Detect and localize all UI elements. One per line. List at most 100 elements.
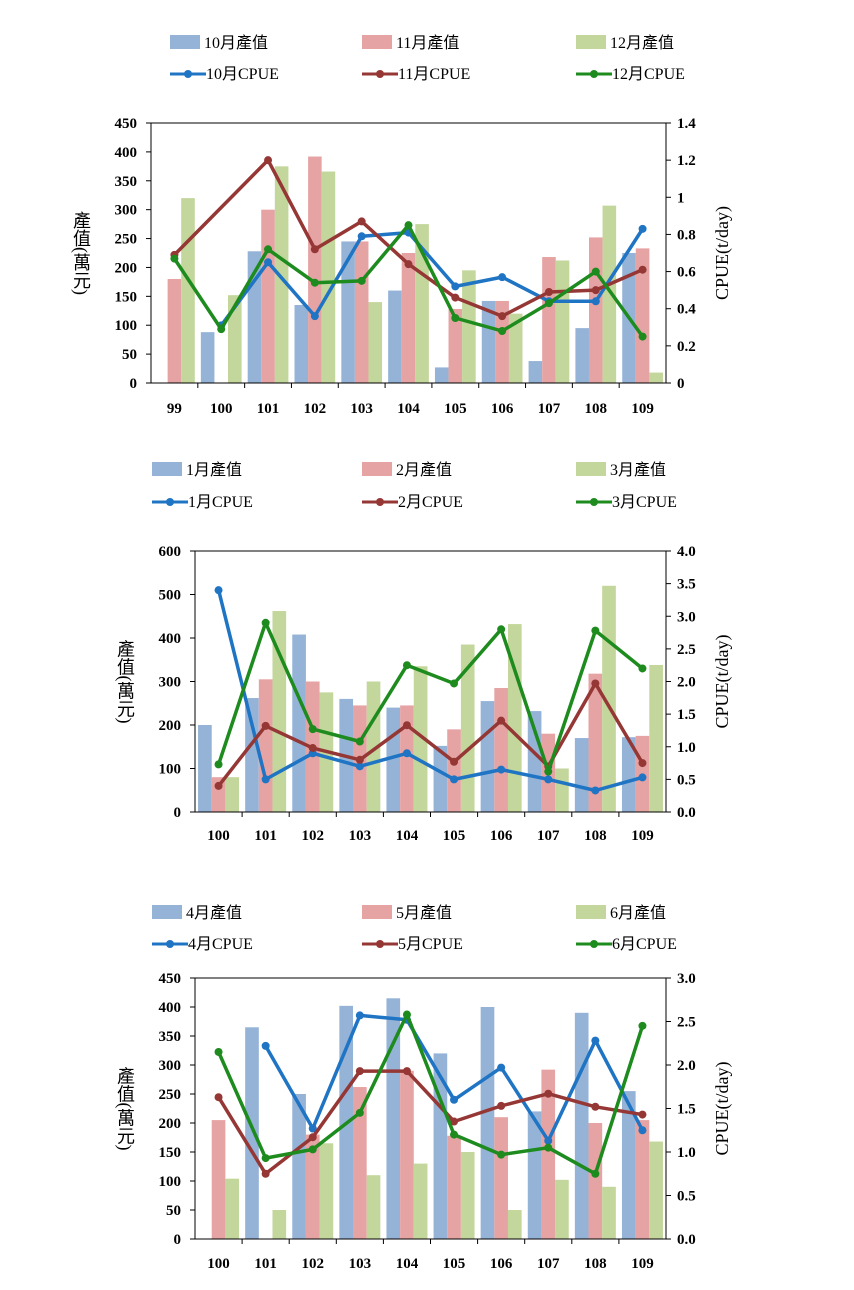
data-point: [591, 1036, 600, 1045]
legend-swatch: [576, 462, 606, 476]
data-point: [402, 721, 411, 730]
series-line: [216, 1012, 645, 1176]
data-point: [591, 1169, 600, 1178]
y-tick-label: 50: [122, 347, 137, 363]
data-point: [355, 1011, 364, 1020]
legend-swatch: [152, 905, 182, 919]
legend-item-bar: 5月產值: [362, 904, 452, 922]
y-axis-title: 產值(萬元): [114, 639, 135, 723]
bar: [272, 1210, 287, 1239]
data-point: [261, 775, 270, 784]
bar: [528, 361, 543, 383]
legend-swatch: [152, 462, 182, 476]
bar: [258, 679, 273, 812]
data-point: [308, 725, 317, 734]
data-point: [638, 265, 647, 274]
x-tick-label: 104: [397, 401, 420, 417]
y-tick-label: 350: [115, 174, 138, 190]
bar: [294, 305, 309, 383]
bar: [495, 300, 509, 383]
legend-label: 12月產值: [610, 34, 674, 52]
legend-item-bar: 6月產值: [576, 904, 666, 922]
chart-1: 10月產值 11月產值 12月產值 10月CPUE 11月CPUE 12月CPUE 0 50 1…: [70, 34, 733, 417]
data-point: [261, 1154, 270, 1163]
y-tick-label: 600: [159, 544, 182, 560]
legend-marker: [166, 940, 174, 948]
data-point: [638, 1021, 647, 1030]
data-point: [214, 586, 223, 595]
data-point: [591, 626, 600, 635]
x-tick-label: 107: [538, 401, 561, 417]
bar: [460, 644, 475, 812]
data-point: [264, 245, 273, 254]
legend-label: 1月產值: [186, 461, 242, 479]
data-point: [638, 759, 647, 768]
y-tick-label: 100: [159, 762, 182, 778]
line-series: [214, 586, 647, 795]
data-point: [498, 327, 507, 335]
bar: [527, 1111, 542, 1239]
y-tick-label: 100: [115, 318, 138, 334]
data-point: [402, 1010, 411, 1019]
bar: [541, 1069, 556, 1239]
y2-tick-label: 1.4: [677, 116, 696, 132]
line-series: [214, 618, 647, 776]
data-point: [451, 282, 460, 291]
data-point: [310, 278, 319, 287]
line-series: [214, 1010, 647, 1178]
bar: [542, 257, 556, 383]
data-point: [355, 755, 364, 764]
legend-label: 6月產值: [610, 904, 666, 922]
bar: [211, 1120, 226, 1239]
data-point: [591, 297, 600, 306]
y2-tick-label: 0.5: [677, 1189, 696, 1205]
legend-label: 5月CPUE: [398, 936, 463, 953]
line-series: [170, 156, 647, 321]
y2-tick-label: 1.0: [677, 1145, 696, 1161]
bar: [555, 1179, 569, 1239]
legend-item-line: 3月CPUE: [576, 494, 677, 511]
x-tick-label: 108: [585, 401, 608, 417]
y-tick-label: 250: [159, 1087, 182, 1103]
legend-label: 10月產值: [204, 34, 268, 52]
data-point: [498, 273, 507, 282]
data-point: [404, 221, 413, 230]
series-line: [219, 227, 645, 327]
x-tick-label: 106: [490, 1256, 513, 1272]
data-point: [638, 224, 647, 233]
series-line: [216, 621, 644, 774]
bar: [292, 634, 306, 812]
data-point: [497, 625, 506, 634]
legend-swatch: [576, 905, 606, 919]
bar: [305, 1134, 320, 1239]
bar: [401, 253, 416, 383]
y2-axis-title: CPUE(t/day): [712, 635, 733, 729]
legend-item-bar: 10月產值: [170, 34, 268, 52]
data-point: [310, 245, 319, 254]
bar: [200, 332, 215, 383]
data-point: [355, 737, 364, 746]
legend-label: 4月CPUE: [188, 936, 253, 953]
y2-tick-label: 0.2: [677, 339, 696, 355]
bar: [635, 248, 650, 383]
y2-tick-label: 1: [677, 190, 685, 206]
data-point: [497, 716, 506, 725]
bar: [555, 768, 569, 812]
bar: [460, 1152, 475, 1239]
data-point: [450, 1130, 459, 1139]
bar: [433, 745, 448, 812]
data-point: [308, 1145, 317, 1154]
y-tick-label: 400: [115, 145, 138, 161]
legend-swatch: [170, 35, 200, 49]
y-tick-label: 100: [159, 1174, 182, 1190]
y2-axis-title: CPUE(t/day): [712, 1062, 733, 1156]
data-point: [498, 312, 507, 321]
bar: [507, 624, 522, 812]
data-point: [261, 1169, 270, 1178]
data-point: [544, 1143, 553, 1152]
bar: [245, 698, 259, 812]
data-point: [544, 1136, 553, 1145]
legend-marker: [376, 70, 384, 78]
data-point: [497, 1101, 506, 1110]
y-axis-title: 產值(萬元): [70, 211, 91, 295]
